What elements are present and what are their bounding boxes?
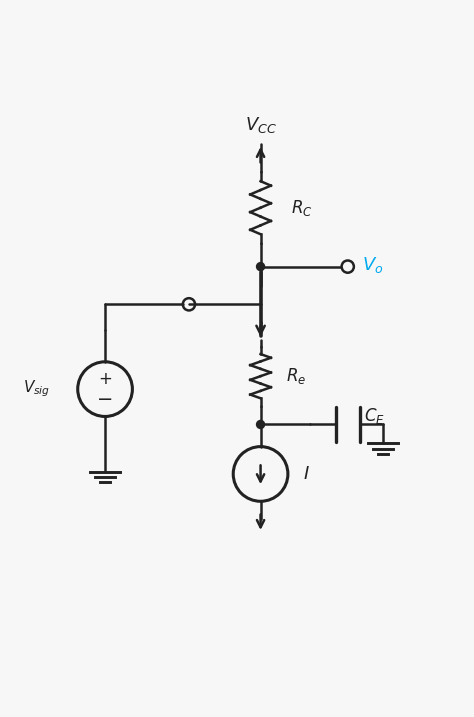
Text: $I$: $I$	[303, 465, 310, 483]
Text: +: +	[98, 370, 112, 388]
Text: $R_C$: $R_C$	[291, 198, 313, 218]
Text: $C_E$: $C_E$	[364, 406, 385, 426]
Circle shape	[183, 298, 195, 310]
Text: $V_\mathregular{sig}$: $V_\mathregular{sig}$	[23, 379, 50, 399]
Circle shape	[256, 419, 265, 429]
Circle shape	[342, 260, 354, 272]
Circle shape	[256, 262, 265, 271]
Text: −: −	[97, 390, 113, 409]
Text: $V_{CC}$: $V_{CC}$	[245, 115, 276, 135]
Text: $R_e$: $R_e$	[286, 366, 307, 386]
Text: $V_o$: $V_o$	[362, 255, 383, 275]
